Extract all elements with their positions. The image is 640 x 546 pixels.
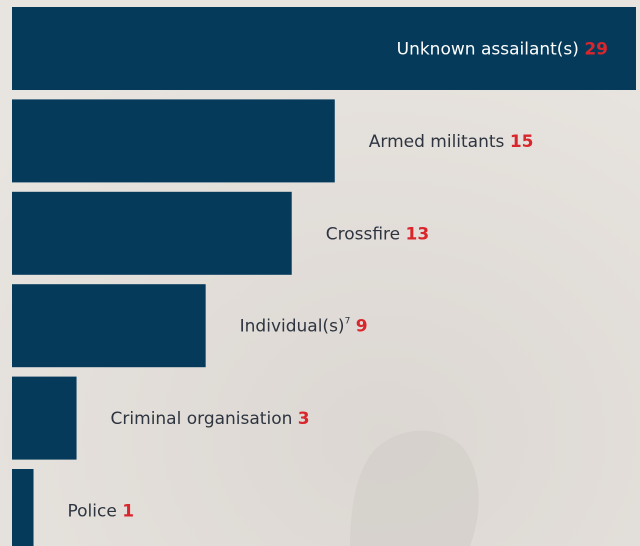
- bar-label: Criminal organisation 3: [111, 409, 310, 429]
- category-label: Criminal organisation: [111, 409, 293, 429]
- bar-label: Police 1: [68, 502, 135, 522]
- value-label: 3: [298, 409, 310, 429]
- bar: [12, 376, 77, 460]
- bar-label: Crossfire 13: [326, 224, 429, 244]
- category-label: Individual(s): [240, 317, 345, 337]
- bar: [12, 284, 206, 368]
- value-label: 29: [584, 40, 608, 60]
- value-label: 15: [510, 132, 534, 152]
- bar-label: Armed militants 15: [369, 132, 534, 152]
- bar-label: Individual(s)7 9: [240, 316, 368, 337]
- value-label: 1: [122, 502, 134, 522]
- category-label: Crossfire: [326, 224, 400, 244]
- category-label: Police: [68, 502, 117, 522]
- silhouette: [350, 430, 479, 546]
- value-label: 13: [406, 224, 430, 244]
- bar-label: Unknown assailant(s) 29: [397, 40, 608, 60]
- bar: [12, 7, 636, 90]
- category-label: Unknown assailant(s): [397, 40, 579, 60]
- bar: [12, 99, 335, 183]
- value-label: 9: [356, 317, 368, 337]
- category-label: Armed militants: [369, 132, 505, 152]
- footnote-marker: 7: [345, 316, 351, 326]
- bar: [12, 469, 34, 546]
- bar: [12, 191, 292, 275]
